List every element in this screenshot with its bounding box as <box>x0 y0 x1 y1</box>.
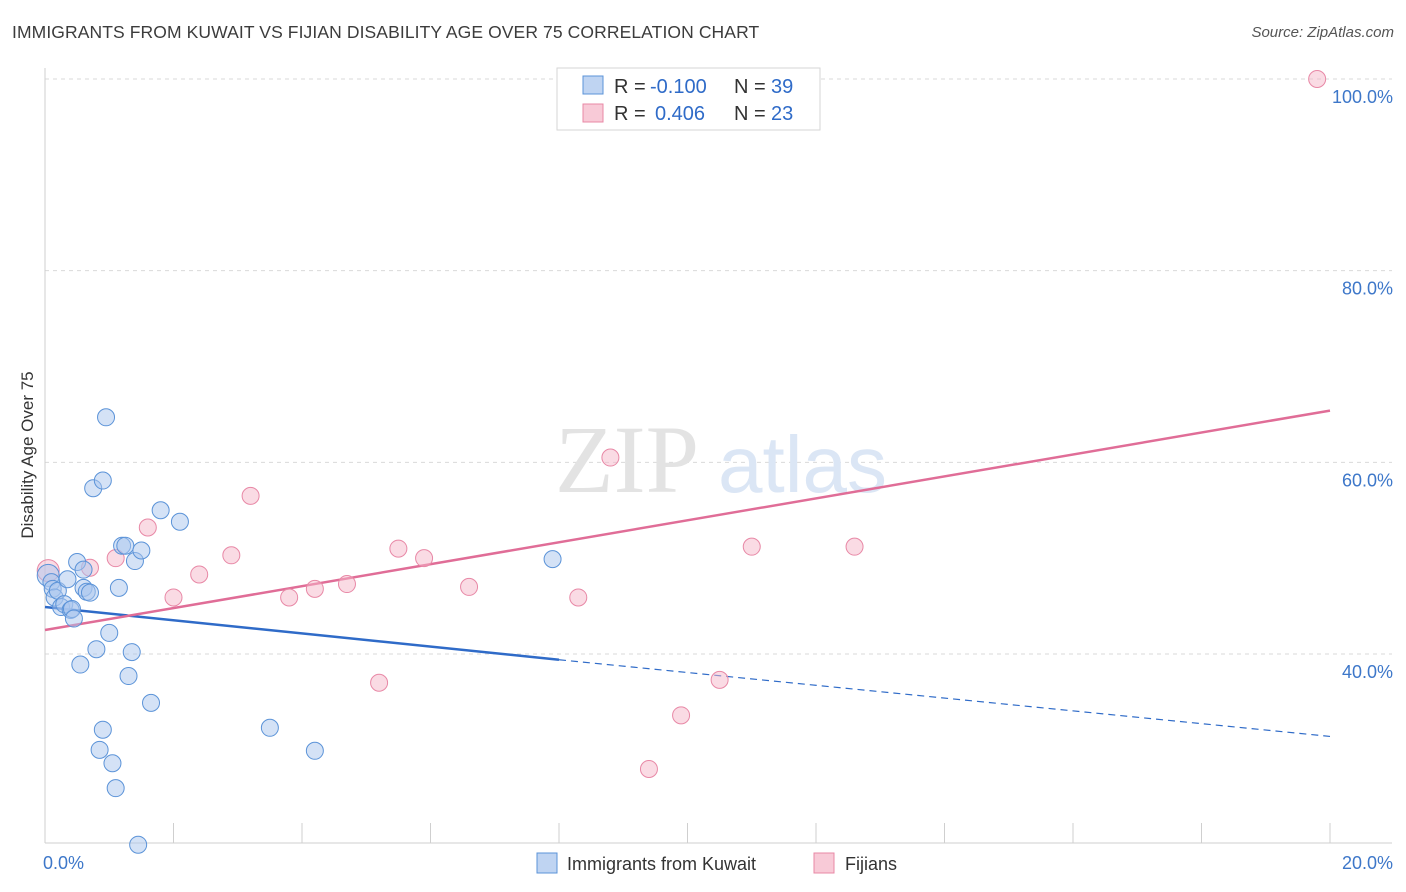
point-fijians-3 <box>138 518 157 537</box>
point-fijians-7 <box>241 486 260 505</box>
point-kuwait-25 <box>106 779 125 798</box>
point-kuwait-38 <box>305 741 324 760</box>
point-kuwait-10 <box>64 609 83 628</box>
legend-n-label-fijians: N = <box>734 103 766 125</box>
point-kuwait-21 <box>93 720 112 739</box>
legend: R = -0.100 N = 39 R = 0.406 N = 23 <box>556 67 821 131</box>
point-kuwait-36 <box>170 512 189 531</box>
bottom-legend: Immigrants from Kuwait Fijians <box>536 852 897 874</box>
y-axis-label: Disability Age Over 75 <box>18 371 37 538</box>
point-kuwait-14 <box>74 560 93 579</box>
point-fijians-16 <box>601 448 620 467</box>
point-kuwait-28 <box>116 536 135 555</box>
point-kuwait-22 <box>97 408 116 427</box>
point-fijians-15 <box>569 588 588 607</box>
point-fijians-9 <box>305 579 324 598</box>
y-tick-labels: 40.0% 60.0% 80.0% 100.0% <box>1332 87 1393 682</box>
point-fijians-8 <box>280 588 299 607</box>
bottom-legend-swatch-kuwait <box>536 852 558 874</box>
grid-lines <box>45 78 1392 655</box>
chart-title: IMMIGRANTS FROM KUWAIT VS FIJIAN DISABIL… <box>12 22 760 42</box>
point-fijians-17 <box>639 760 658 778</box>
point-kuwait-39 <box>543 550 562 569</box>
y-tick-label-2: 80.0% <box>1342 279 1393 299</box>
point-fijians-14 <box>460 577 479 596</box>
y-tick-label-0: 40.0% <box>1342 662 1393 682</box>
trend-line-kuwait <box>44 605 560 661</box>
point-kuwait-7 <box>58 570 77 589</box>
point-kuwait-16 <box>80 583 99 602</box>
legend-n-label-kuwait: N = <box>734 76 766 98</box>
point-fijians-10 <box>337 575 356 594</box>
bottom-legend-swatch-fijians <box>813 852 835 874</box>
trend-line-fijians <box>44 409 1331 632</box>
data-points <box>36 70 1327 854</box>
point-kuwait-18 <box>87 640 106 659</box>
chart-source: Source: ZipAtlas.com <box>1251 24 1394 41</box>
point-kuwait-37 <box>260 718 279 737</box>
bottom-legend-label-kuwait: Immigrants from Kuwait <box>567 854 756 874</box>
point-fijians-21 <box>845 537 864 556</box>
point-kuwait-35 <box>151 501 170 520</box>
point-kuwait-29 <box>119 667 138 686</box>
point-fijians-13 <box>415 549 434 568</box>
bottom-legend-label-fijians: Fijians <box>845 854 897 874</box>
y-tick-label-3: 100.0% <box>1332 87 1393 107</box>
legend-swatch-kuwait <box>582 75 604 95</box>
point-fijians-19 <box>710 670 729 689</box>
trend-lines <box>44 409 1331 738</box>
point-fijians-5 <box>190 565 209 584</box>
legend-n-value-kuwait: 39 <box>771 76 793 98</box>
legend-r-value-fijians: 0.406 <box>655 103 705 125</box>
trend-line-kuwait-extension <box>558 659 1331 738</box>
y-tick-label-1: 60.0% <box>1342 470 1393 490</box>
legend-swatch-fijians <box>582 103 604 123</box>
watermark-zip: ZIP <box>555 406 699 513</box>
point-kuwait-33 <box>132 541 151 560</box>
point-fijians-22 <box>1308 70 1327 88</box>
watermark: ZIP atlas <box>555 406 887 513</box>
point-kuwait-23 <box>100 623 119 642</box>
x-tick-label-1: 20.0% <box>1342 853 1393 873</box>
point-kuwait-26 <box>109 578 128 597</box>
legend-r-label-fijians: R = <box>614 103 646 125</box>
point-kuwait-12 <box>71 655 90 674</box>
axes <box>44 68 1392 844</box>
point-fijians-20 <box>742 537 761 556</box>
point-kuwait-30 <box>122 643 141 662</box>
point-kuwait-32 <box>129 835 148 854</box>
point-fijians-4 <box>164 588 183 607</box>
watermark-atlas: atlas <box>718 420 887 509</box>
point-fijians-6 <box>222 546 241 565</box>
point-kuwait-19 <box>90 740 109 759</box>
point-fijians-11 <box>370 673 389 692</box>
point-kuwait-20 <box>93 471 112 490</box>
x-tick-label-0: 0.0% <box>43 853 84 873</box>
legend-n-value-fijians: 23 <box>771 103 793 125</box>
point-fijians-18 <box>672 706 691 725</box>
point-fijians-12 <box>389 539 408 558</box>
legend-r-value-kuwait: -0.100 <box>650 76 707 98</box>
legend-r-label-kuwait: R = <box>614 76 646 98</box>
point-kuwait-34 <box>142 693 161 712</box>
x-tick-labels: 0.0% 20.0% <box>43 853 1393 873</box>
point-kuwait-24 <box>103 754 122 773</box>
